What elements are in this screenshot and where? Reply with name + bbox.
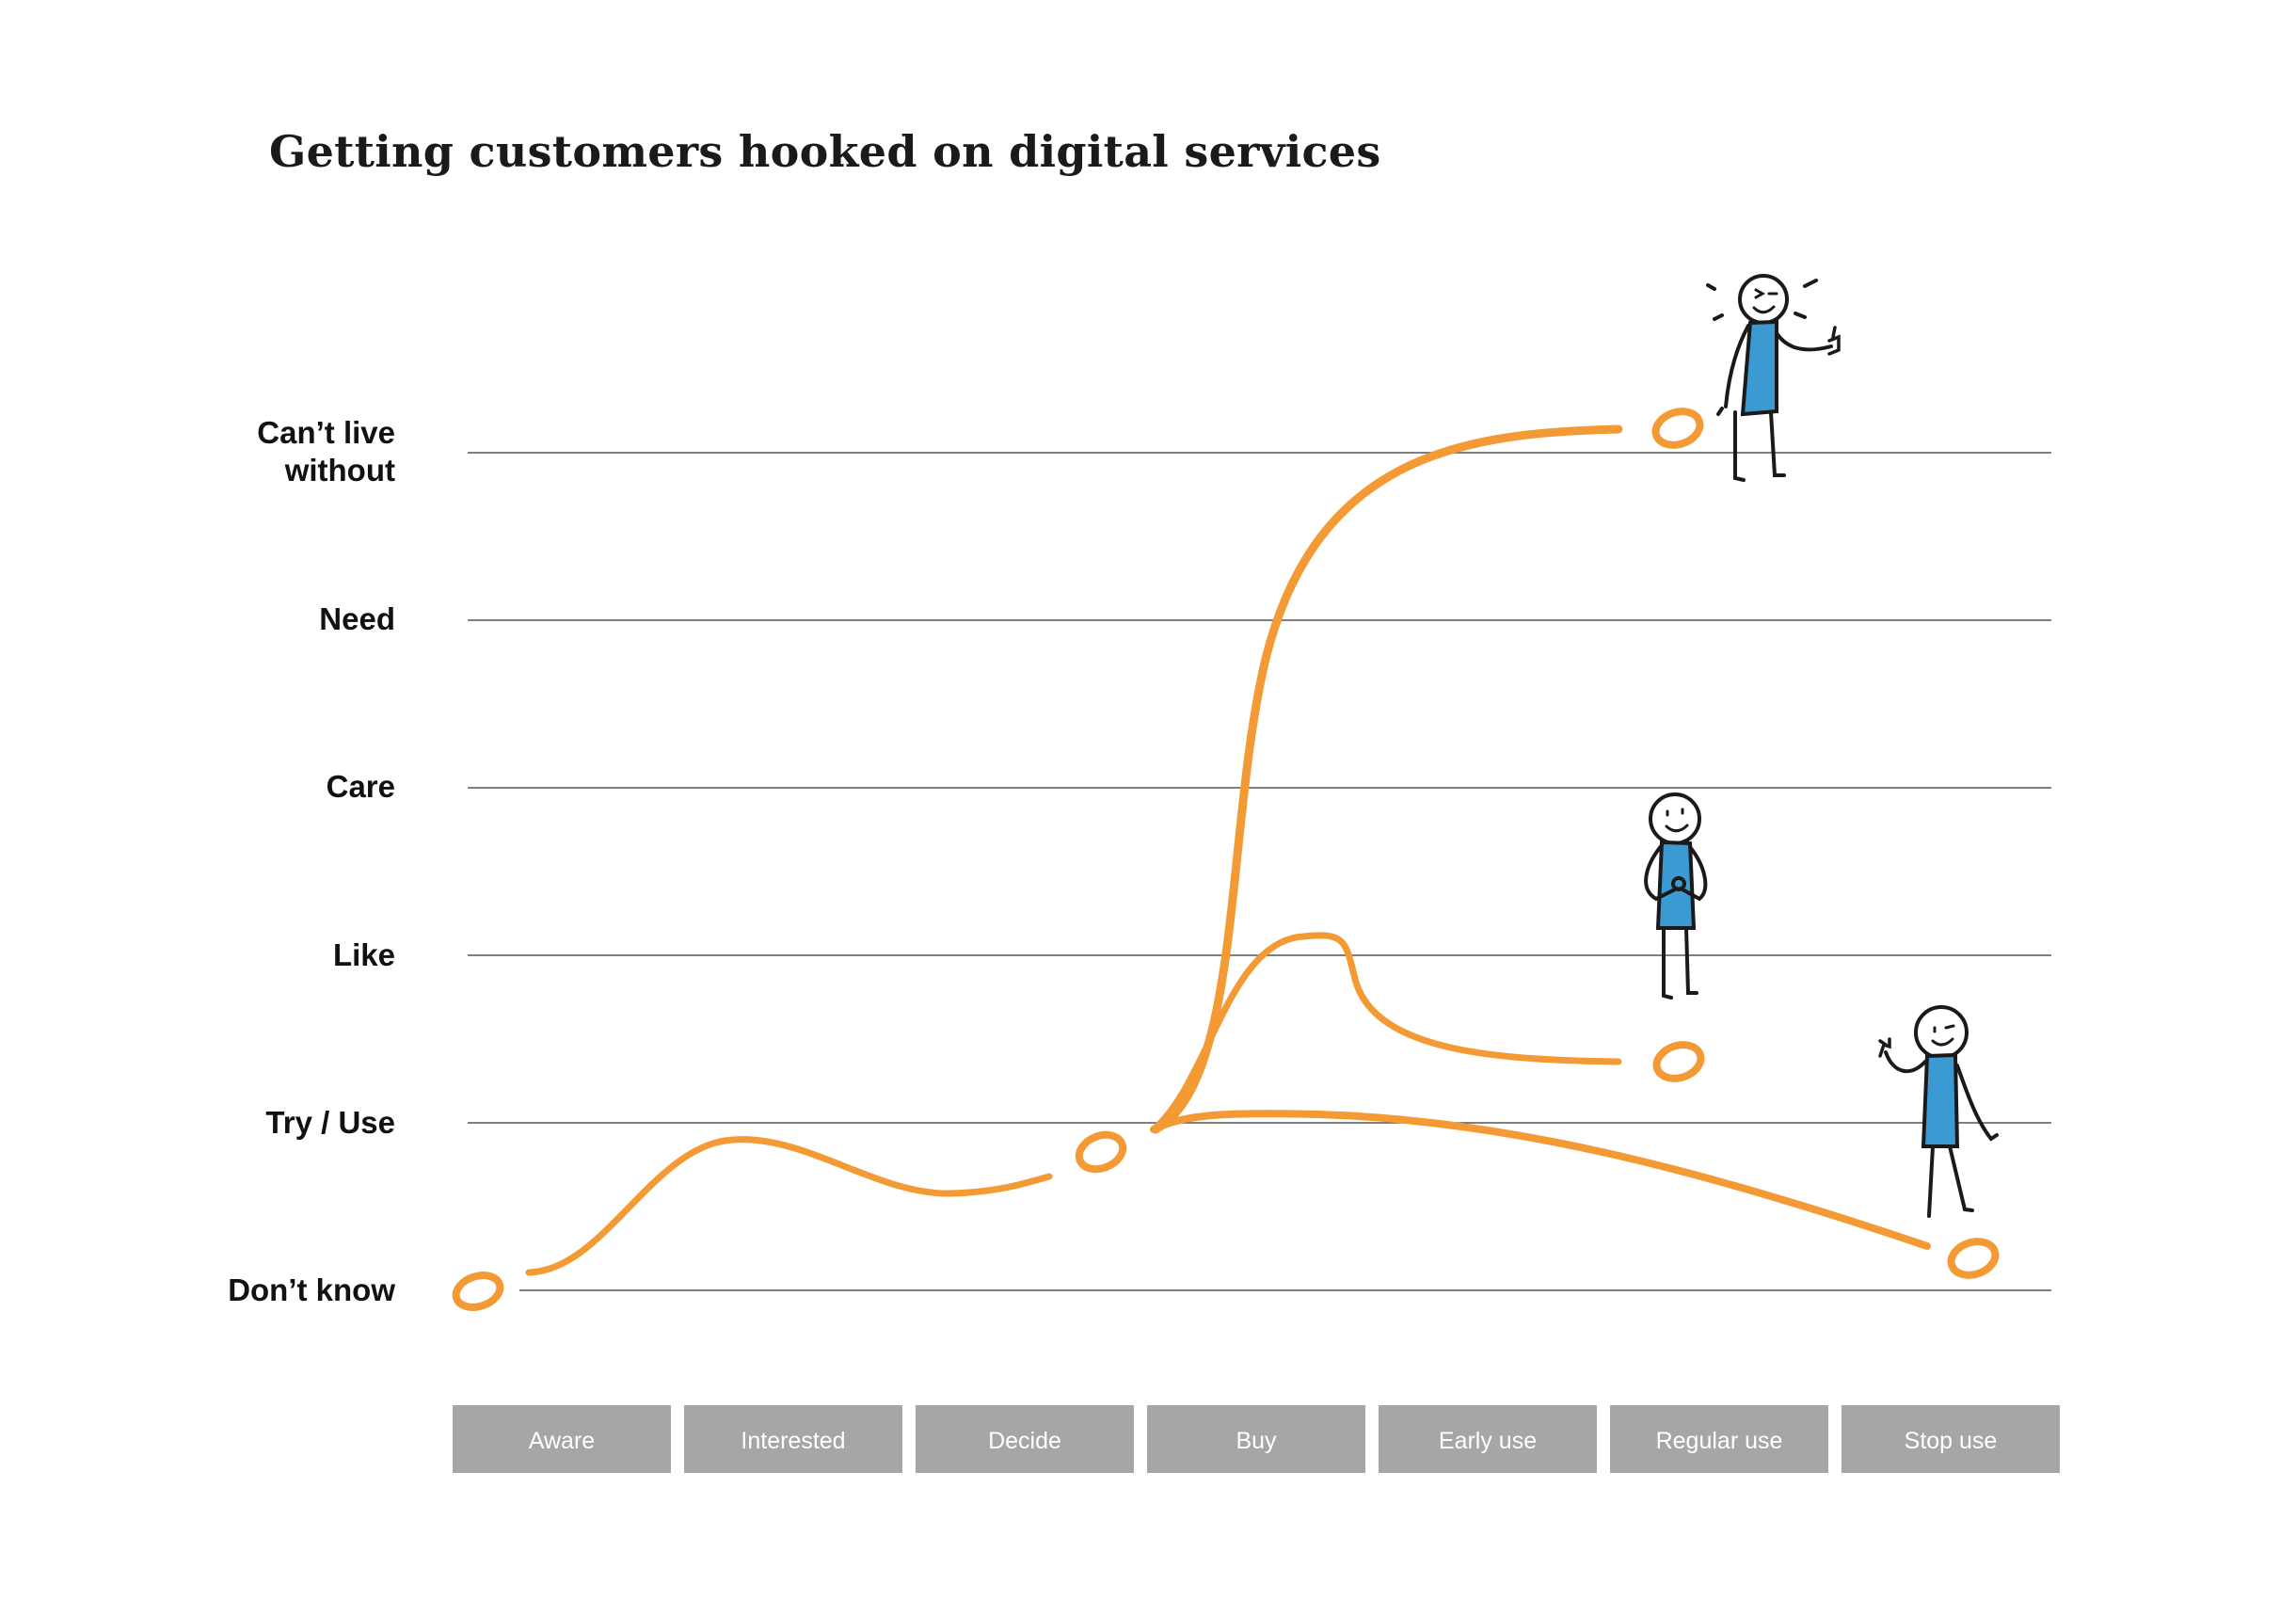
excitement-line	[1794, 312, 1807, 319]
figure-left-leg	[1733, 410, 1746, 482]
stage-aware: Aware	[453, 1405, 671, 1473]
stage-label-regular-use: Regular use	[1656, 1428, 1783, 1454]
marker-dont-know	[452, 1272, 504, 1311]
stick-figure-content	[1644, 792, 1708, 1000]
figure-right-leg	[1684, 926, 1698, 995]
level-label-care: Care	[326, 769, 395, 804]
stick-figure-waving	[1878, 1005, 1999, 1218]
stage-row: Aware Interested Decide Buy Early use Re…	[453, 1405, 2060, 1473]
figure-head	[1649, 792, 1701, 845]
figure-left-arm	[1884, 1050, 1927, 1074]
journey-curves	[525, 424, 1931, 1276]
stage-stop-use: Stop use	[1842, 1405, 2060, 1473]
stage-interested: Interested	[684, 1405, 902, 1473]
stage-box	[684, 1405, 902, 1473]
figure-right-arm	[1775, 331, 1833, 352]
stage-regular-use: Regular use	[1610, 1405, 1828, 1473]
stage-early-use: Early use	[1379, 1405, 1597, 1473]
figure-eyes	[1754, 288, 1778, 299]
figure-left-arm	[1644, 843, 1679, 902]
journey-curve-stop-use	[1150, 1110, 1931, 1250]
figure-eyes	[1933, 1024, 1955, 1033]
figure-right-arm	[1955, 1064, 1999, 1142]
level-label-cant-live-without: Can’t live without	[257, 415, 395, 488]
stage-label-early-use: Early use	[1439, 1428, 1537, 1454]
journey-curve-like	[1150, 932, 1622, 1133]
stage-label-buy: Buy	[1236, 1428, 1277, 1454]
stage-label-aware: Aware	[529, 1428, 595, 1454]
stage-label-stop-use: Stop use	[1905, 1428, 1998, 1454]
figure-shirt	[1740, 319, 1778, 417]
level-gridlines	[468, 452, 2051, 1291]
marker-cant-live-without	[1651, 408, 1704, 449]
level-label-like: Like	[332, 937, 395, 972]
stage-decide: Decide	[916, 1405, 1134, 1473]
level-label-dont-know: Don’t know	[228, 1272, 395, 1307]
figure-left-leg	[1927, 1144, 1935, 1218]
diagram-title: Getting customers hooked on digital serv…	[269, 126, 1381, 177]
stage-box	[916, 1405, 1134, 1473]
stage-box	[1842, 1405, 2060, 1473]
marker-stop-use	[1947, 1238, 2000, 1279]
figure-left-hand	[1716, 407, 1724, 416]
journey-markers	[452, 408, 2000, 1311]
thumbs-up-icon	[1827, 326, 1841, 356]
clasped-hands	[1671, 876, 1686, 891]
figure-left-arm	[1724, 324, 1750, 408]
waving-hand-icon	[1878, 1037, 1891, 1058]
stage-box	[1379, 1405, 1597, 1473]
figure-head	[1738, 274, 1789, 325]
level-label-try-use: Try / Use	[265, 1105, 395, 1140]
stage-label-decide: Decide	[988, 1428, 1061, 1454]
marker-try-use	[1075, 1130, 1127, 1174]
stick-figure-excited	[1706, 274, 1841, 482]
stage-buy: Buy	[1147, 1405, 1365, 1473]
marker-like	[1652, 1041, 1705, 1082]
level-label-need: Need	[319, 601, 395, 636]
figure-smile	[1665, 824, 1689, 833]
stage-box	[1610, 1405, 1828, 1473]
excitement-line	[1803, 279, 1818, 288]
figure-shirt	[1921, 1052, 1960, 1148]
journey-curve-early	[525, 1136, 1053, 1276]
figure-shirt	[1655, 840, 1697, 930]
figure-smile	[1752, 305, 1776, 314]
figure-right-leg	[1769, 410, 1786, 477]
figure-right-arm	[1679, 845, 1708, 902]
figure-left-leg	[1662, 926, 1673, 1000]
figure-head	[1914, 1005, 1969, 1060]
stage-box	[453, 1405, 671, 1473]
excitement-line	[1713, 313, 1724, 321]
figure-eyes	[1666, 808, 1684, 817]
stage-box	[1147, 1405, 1365, 1473]
figure-smile	[1931, 1037, 1954, 1047]
stage-label-interested: Interested	[741, 1428, 845, 1454]
excitement-line	[1706, 283, 1716, 291]
figure-right-leg	[1948, 1144, 1974, 1212]
